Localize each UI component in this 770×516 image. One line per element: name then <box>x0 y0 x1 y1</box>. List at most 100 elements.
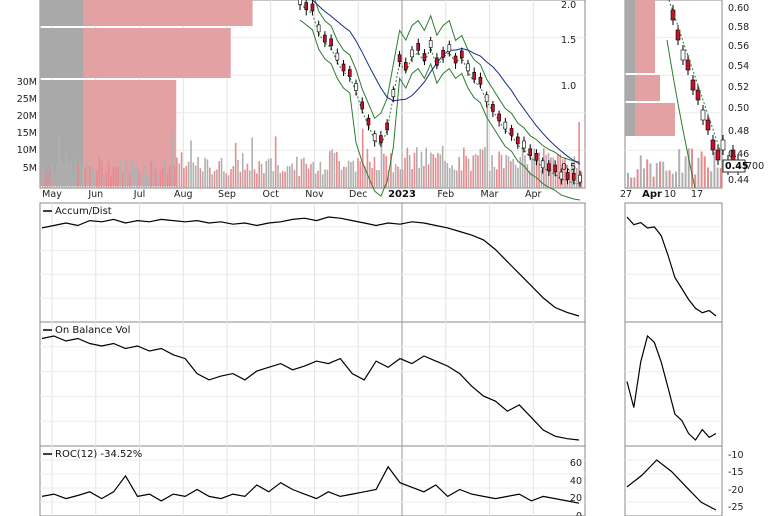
volume-bar <box>368 161 371 188</box>
candle-body <box>528 148 533 157</box>
volume-bar <box>143 163 145 188</box>
volume-bar <box>550 157 552 188</box>
zoom-price-tick-label: 0.56 <box>728 41 749 52</box>
volume-bar <box>503 168 505 188</box>
volume-bar <box>331 149 333 188</box>
volume-bar <box>505 155 507 188</box>
volume-bar <box>439 154 442 188</box>
volume-bar <box>190 140 192 188</box>
candle-body <box>329 38 333 47</box>
volume-bar <box>425 147 428 188</box>
volume-bar <box>477 155 479 188</box>
volume-profile-red-1 <box>83 28 231 78</box>
volume-bar <box>119 158 122 188</box>
volume-bar <box>366 148 369 188</box>
volume-bar <box>300 159 303 188</box>
candle-body <box>385 122 389 131</box>
volume-bar <box>79 162 82 188</box>
volume-bar <box>479 148 482 188</box>
volume-bar-zoom <box>639 155 642 188</box>
candle-body <box>497 113 501 122</box>
volume-bar <box>110 175 112 188</box>
volume-bar-zoom <box>703 156 706 188</box>
volume-bar <box>500 154 503 188</box>
volume-bar <box>420 151 423 188</box>
volume-bar-zoom <box>719 168 722 188</box>
volume-bar-zoom <box>713 151 716 188</box>
volume-bar <box>272 171 275 188</box>
candle-body <box>360 101 365 110</box>
volume-bar <box>510 161 512 188</box>
volume-bar <box>227 175 230 188</box>
volume-bar-zoom <box>665 170 668 188</box>
indicator-line-2 <box>41 465 580 504</box>
candle-body <box>540 160 545 169</box>
volume-bar <box>512 158 515 188</box>
volume-bar <box>70 160 72 188</box>
month-label: Nov <box>305 189 324 200</box>
volume-bar <box>448 168 451 188</box>
volume-bar <box>161 167 164 188</box>
candle-body <box>553 164 557 173</box>
volume-tick-label: 25M <box>17 94 37 105</box>
zoom-price-tick-label: 0.44 <box>728 175 749 186</box>
volume-bar <box>378 170 380 188</box>
volume-bar <box>432 154 435 188</box>
candle-body <box>522 140 526 149</box>
volume-bar <box>521 147 524 188</box>
indicator-title-0: Accum/Dist <box>55 206 112 217</box>
candle-body <box>441 50 445 58</box>
volume-bar <box>166 173 169 188</box>
candle-body <box>379 135 383 143</box>
volume-bar <box>343 166 345 188</box>
volume-bar <box>185 165 188 188</box>
volume-bar-zoom <box>716 167 719 188</box>
month-label: Aug <box>174 189 193 200</box>
volume-bar <box>354 171 357 188</box>
volume-bar <box>338 161 340 188</box>
volume-bar <box>312 161 315 188</box>
candle-body <box>472 71 477 80</box>
roc-tick-label: 0 <box>576 511 582 516</box>
volume-bar-zoom <box>700 151 703 188</box>
volume-bar <box>173 166 176 188</box>
volume-bar <box>303 157 305 188</box>
volume-bar <box>552 157 555 188</box>
volume-bar <box>387 169 390 188</box>
volume-bar-zoom <box>694 174 697 188</box>
volume-bar <box>258 161 260 188</box>
volume-bar <box>91 166 93 188</box>
moving-average <box>311 0 581 165</box>
roc-zoom-tick-label: -25 <box>728 502 744 513</box>
volume-tick-label: 5M <box>23 163 37 174</box>
candle-body <box>323 34 327 43</box>
volume-bar-zoom <box>697 157 700 188</box>
candle-body <box>447 44 452 52</box>
volume-bar <box>56 164 58 188</box>
volume-bar <box>347 160 350 188</box>
volume-bar <box>199 168 202 188</box>
volume-bar <box>183 168 185 188</box>
volume-bar <box>180 152 183 188</box>
candle-body <box>347 69 352 77</box>
volume-bar <box>364 166 366 188</box>
volume-bar <box>112 167 115 188</box>
volume-bar <box>216 169 218 188</box>
volume-bar <box>152 161 155 188</box>
volume-bar <box>107 161 110 188</box>
candle-body <box>298 0 302 5</box>
volume-bar <box>554 168 557 188</box>
indicator-zoom-line-0 <box>626 216 717 317</box>
volume-bar <box>451 165 453 188</box>
volume-bar <box>397 166 399 188</box>
zoom-candle-body <box>685 59 691 71</box>
volume-bar <box>340 169 343 188</box>
volume-bar <box>371 167 373 188</box>
zoom-candle-body <box>675 29 681 41</box>
candle-body <box>428 40 433 48</box>
volume-bar <box>145 173 148 188</box>
volume-bar <box>194 165 197 188</box>
volume-bar <box>453 169 456 188</box>
volume-bar <box>455 170 458 188</box>
volume-bar <box>559 154 562 188</box>
